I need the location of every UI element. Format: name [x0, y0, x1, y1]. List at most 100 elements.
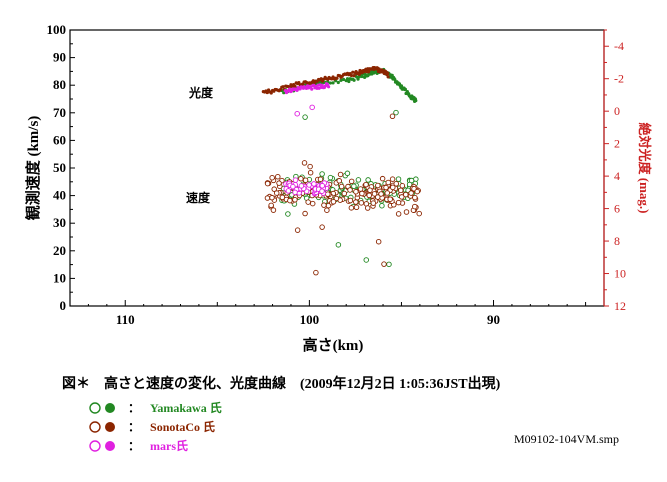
speed-point: [336, 178, 343, 184]
speed-point: [271, 186, 277, 192]
speed-point: [305, 199, 311, 205]
legend-item-sonotaco: ： SonotaCo 氏: [88, 417, 222, 436]
speed-point: [364, 205, 371, 211]
speed-point: [385, 179, 391, 186]
legend-separator: ：: [128, 439, 141, 453]
speed-point: [416, 210, 422, 217]
y-tick-label: 20: [53, 243, 66, 258]
speed-point: [290, 183, 296, 190]
speed-point: [399, 183, 406, 189]
magnitude-series-label: 光度: [188, 85, 214, 100]
magnitude-point: [393, 77, 397, 82]
speed-point: [344, 170, 351, 177]
y-tick-label: 40: [53, 188, 66, 203]
speed-point: [384, 190, 391, 196]
speed-point: [279, 194, 286, 201]
magnitude-point: [319, 77, 323, 81]
legend-separator: ：: [128, 420, 141, 434]
x-axis-title: 高さ(km): [303, 336, 364, 354]
speed-point: [309, 200, 316, 207]
y-tick-label: 80: [53, 77, 66, 92]
speed-point: [358, 200, 365, 206]
speed-point: [386, 261, 392, 268]
speed-point: [378, 191, 384, 197]
speed-point: [389, 176, 396, 182]
x-tick-label: 100: [300, 312, 320, 327]
speed-point: [268, 202, 274, 209]
figure-caption: 図＊ 高さと速度の変化、光度曲線 (2009年12月2日 1:05:36JST出…: [62, 377, 501, 392]
series-speed: [283, 104, 330, 197]
data-marks: [261, 65, 422, 276]
speed-point: [270, 207, 277, 213]
speed-point: [412, 194, 418, 201]
speed-point: [307, 163, 313, 170]
legend: ： Yamakawa 氏 ： SonotaCo 氏 ： mars氏: [88, 398, 222, 455]
series-magnitude: [283, 82, 331, 95]
source-filename: M09102-104VM.smp: [514, 432, 620, 446]
legend-marker-icon: [89, 439, 115, 452]
speed-point: [319, 224, 325, 230]
speed-point: [285, 211, 291, 217]
speed-point: [357, 186, 364, 192]
speed-point: [375, 238, 382, 245]
speed-point: [285, 188, 292, 194]
x-tick-label: 90: [487, 312, 500, 327]
y-tick-label: 70: [53, 105, 66, 120]
speed-point: [311, 181, 317, 187]
speed-point: [353, 188, 359, 195]
y2-tick-label: 2: [614, 137, 620, 151]
speed-point: [337, 171, 344, 178]
magnitude-point: [335, 76, 339, 80]
magnitude-point: [357, 72, 361, 76]
y-tick-label: 30: [53, 215, 66, 230]
speed-point: [298, 183, 305, 189]
magnitude-point: [328, 81, 333, 85]
series-magnitude: [261, 65, 390, 95]
legend-label: mars氏: [150, 439, 189, 453]
speed-point: [363, 257, 370, 263]
magnitude-point: [293, 84, 297, 88]
magnitude-point: [265, 90, 269, 95]
speed-point: [395, 211, 402, 217]
speed-point: [292, 177, 299, 183]
speed-point: [353, 199, 359, 205]
speed-point: [264, 180, 271, 187]
magnitude-point: [345, 77, 350, 81]
magnitude-point: [352, 78, 356, 82]
magnitude-point: [341, 77, 346, 82]
speed-point: [273, 190, 280, 196]
y-tick-label: 60: [53, 132, 66, 147]
y2-tick-label: 0: [614, 104, 620, 118]
speed-point: [408, 190, 414, 196]
legend-item-yamakawa: ： Yamakawa 氏: [88, 398, 222, 417]
speed-point: [366, 192, 372, 199]
y2-tick-label: 12: [614, 299, 626, 313]
x-tick-label: 110: [116, 312, 135, 327]
magnitude-point: [281, 85, 285, 89]
speed-point: [351, 183, 357, 189]
y2-tick-label: 8: [614, 234, 620, 248]
speed-point: [321, 202, 327, 208]
speed-point: [264, 195, 271, 201]
speed-point: [287, 197, 293, 204]
speed-point: [399, 194, 405, 200]
y2-axis-title: 絶対光度 (mag.): [637, 122, 652, 214]
y-tick-label: 10: [53, 270, 66, 285]
speed-point: [348, 178, 355, 185]
speed-point: [298, 175, 304, 182]
magnitude-point: [336, 80, 340, 85]
speed-point: [348, 205, 355, 211]
magnitude-point: [360, 74, 364, 79]
speed-point: [302, 177, 309, 184]
speed-point: [379, 175, 386, 182]
magnitude-point: [269, 91, 273, 95]
y-axis-title: 観測速度 (km/s): [24, 116, 42, 221]
speed-point: [319, 171, 325, 177]
speed-point: [347, 197, 354, 204]
legend-marker-icon: [89, 401, 115, 414]
speed-point: [383, 184, 389, 191]
speed-point: [370, 200, 377, 206]
speed-point: [330, 199, 337, 205]
speed-point: [406, 181, 413, 188]
